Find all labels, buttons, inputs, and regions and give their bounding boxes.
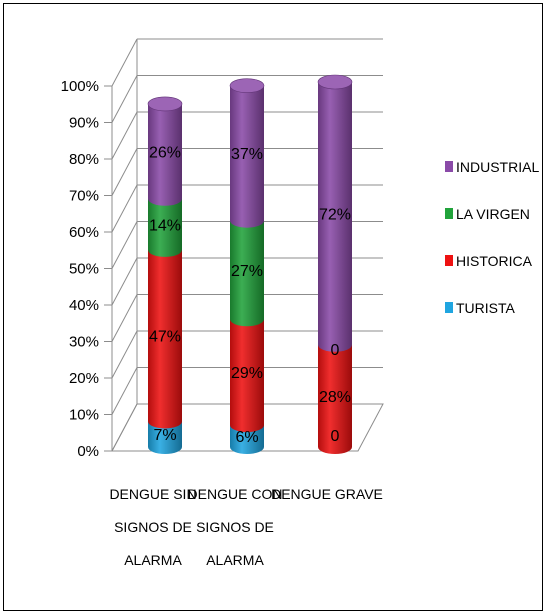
- side-gridline: [111, 38, 138, 87]
- y-tick-label: 10%: [69, 407, 99, 424]
- bar-segment-la-virgen: [230, 220, 264, 327]
- legend-item: LA VIRGEN: [445, 206, 530, 222]
- side-gridline: [111, 257, 138, 306]
- bar-segment-turista: [230, 425, 264, 454]
- category-label: ALARMA: [124, 552, 182, 568]
- legend-swatch: [445, 161, 453, 172]
- side-gridline: [111, 111, 138, 160]
- side-gridline: [111, 294, 138, 342]
- data-label: 29%: [231, 365, 263, 382]
- legend-label: TURISTA: [456, 300, 516, 316]
- side-gridline: [111, 184, 138, 233]
- y-tick-label: 0%: [77, 443, 99, 460]
- category-label: DENGUE GRAVE: [271, 486, 383, 502]
- data-label: 26%: [149, 144, 181, 161]
- y-tick-label: 70%: [69, 188, 99, 205]
- data-label: 37%: [231, 146, 263, 163]
- data-label: 72%: [319, 206, 351, 223]
- side-gridline: [111, 221, 138, 269]
- data-label: 47%: [149, 329, 181, 346]
- legend-label: HISTORICA: [456, 253, 533, 269]
- legend-label: INDUSTRIAL: [456, 159, 539, 175]
- bar-segment-historica: [318, 344, 352, 454]
- bar-segment-industrial: [147, 96, 183, 206]
- y-tick-label: 50%: [69, 261, 99, 278]
- y-tick-label: 80%: [69, 151, 99, 168]
- category-label: DENGUE SIN: [109, 486, 196, 502]
- bar-segment-historica: [148, 249, 182, 429]
- data-label: 0: [331, 342, 340, 359]
- y-tick-label: 30%: [69, 334, 99, 351]
- bar-segment-la-virgen: [148, 198, 182, 257]
- data-label: 7%: [153, 427, 176, 444]
- y-tick-label: 20%: [69, 370, 99, 387]
- legend-item: INDUSTRIAL: [445, 159, 539, 175]
- legend-swatch: [445, 208, 453, 219]
- side-gridline: [111, 367, 138, 415]
- data-label: 28%: [319, 389, 351, 406]
- legend: INDUSTRIAL LA VIRGEN HISTORICA TURISTA: [445, 159, 539, 316]
- bars: [147, 74, 353, 454]
- data-label: 27%: [231, 263, 263, 280]
- y-tick-label: 90%: [69, 115, 99, 132]
- legend-item: TURISTA: [445, 300, 516, 316]
- side-gridline: [111, 330, 138, 379]
- side-gridline: [111, 75, 138, 123]
- floor: [111, 403, 384, 452]
- bar-segment-turista: [148, 421, 182, 454]
- y-tick-label: 100%: [61, 78, 99, 95]
- y-tick-label: 40%: [69, 297, 99, 314]
- category-label: ALARMA: [206, 552, 264, 568]
- legend-swatch: [445, 255, 453, 266]
- category-label: SIGNOS DE: [196, 519, 274, 535]
- side-gridline: [111, 148, 138, 196]
- category-label: SIGNOS DE: [114, 519, 192, 535]
- legend-swatch: [445, 302, 453, 313]
- y-tick-label: 60%: [69, 224, 99, 241]
- data-label: 0: [331, 428, 340, 445]
- bar-segment-historica: [230, 319, 264, 433]
- category-label: DENGUE CON: [188, 486, 283, 502]
- bar-segment-industrial: [317, 74, 353, 352]
- legend-item: HISTORICA: [445, 253, 533, 269]
- data-label: 6%: [235, 429, 258, 446]
- data-label: 14%: [149, 217, 181, 234]
- legend-label: LA VIRGEN: [456, 206, 530, 222]
- bar-segment-industrial: [229, 78, 265, 228]
